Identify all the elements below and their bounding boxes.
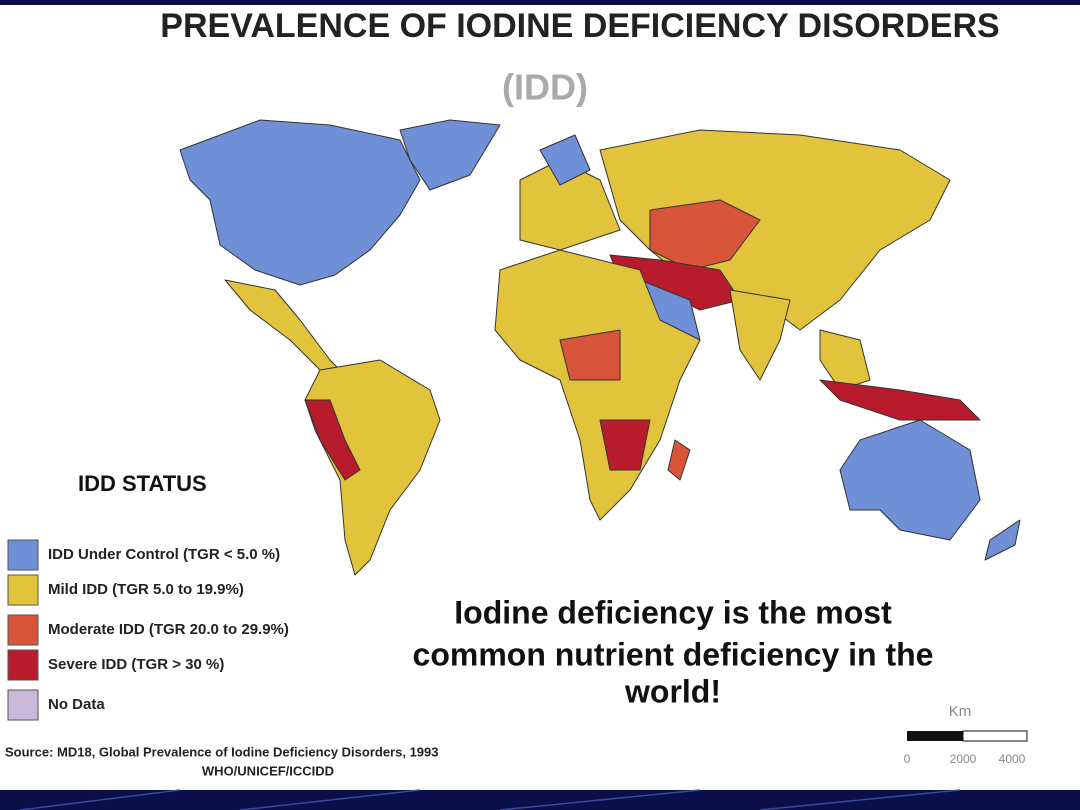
subtitle: (IDD) [502,67,588,108]
legend: IDD Under Control (TGR < 5.0 %) Mild IDD … [7,539,289,721]
title: PREVALENCE OF IODINE DEFICIENCY DISORDER… [160,7,999,45]
legend-label: Mild IDD (TGR 5.0 to 19.9%) [48,581,244,598]
indonesia [819,379,981,421]
legend-label: Moderate IDD (TGR 20.0 to 29.9%) [48,621,289,638]
caption-line: common nutrient deficiency in the [413,636,934,672]
legend-swatch [7,614,39,646]
legend-swatch [7,689,39,721]
greenland [399,119,501,191]
legend-swatch [7,649,39,681]
east-africa [599,419,651,471]
south-america [304,359,441,576]
legend-label: IDD Under Control (TGR < 5.0 %) [48,546,280,563]
scale-label: 0 [904,752,911,766]
top-band [0,0,1080,5]
world-map [179,119,1021,576]
caption: Iodine deficiency is the most common nutr… [413,594,934,709]
africa [494,249,701,521]
scale-bar-light [962,730,1028,742]
bottom-band-lines [19,789,961,810]
scandinavia [539,134,591,186]
scale-labels: 0 2000 4000 [904,752,1026,766]
legend-title: IDD STATUS [78,471,207,496]
source-line: Source: MD18, Global Prevalence of Iodin… [5,744,439,759]
scale-bar-dark [907,731,963,741]
madagascar [667,439,691,481]
new-zealand [984,519,1021,561]
caption-line: world! [624,673,721,709]
scale-label: 2000 [950,752,977,766]
legend-label: No Data [48,696,105,713]
source: Source: MD18, Global Prevalence of Iodin… [5,744,439,778]
scale-unit: Km [949,703,972,720]
caption-line: Iodine deficiency is the most [454,594,892,630]
central-asia [649,199,761,271]
legend-swatch [7,574,39,606]
source-line: WHO/UNICEF/ICCIDD [202,763,334,778]
andes [304,399,361,481]
australia [839,419,981,541]
legend-label: Severe IDD (TGR > 30 %) [48,656,224,673]
north-america [179,119,421,286]
scale-label: 4000 [999,752,1026,766]
central-africa [559,329,621,381]
legend-swatch [7,539,39,571]
india [729,289,791,381]
